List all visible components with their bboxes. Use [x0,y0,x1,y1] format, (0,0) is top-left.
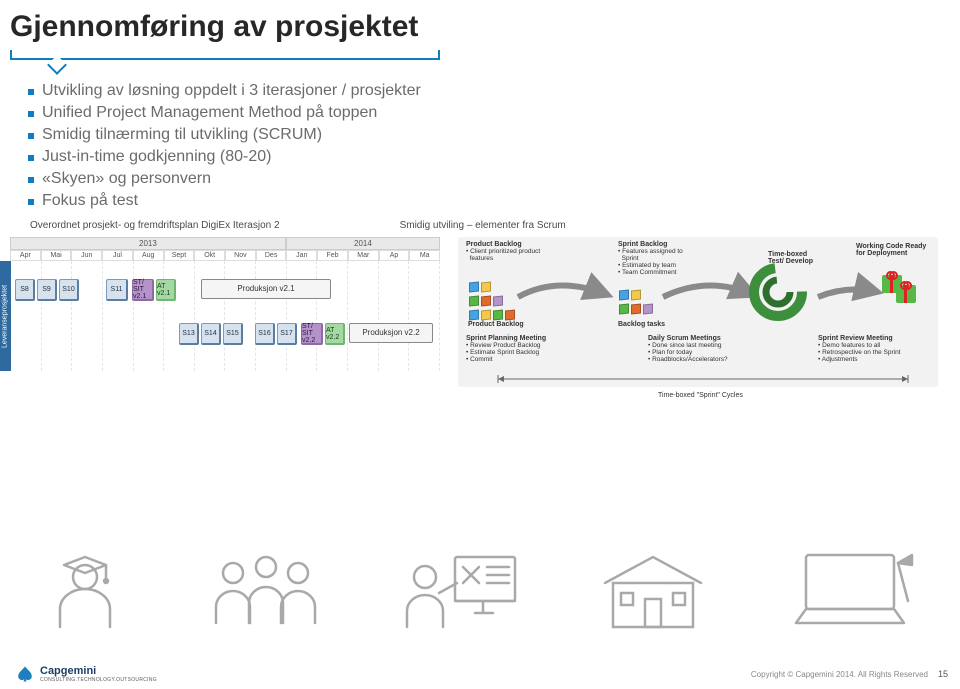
footer-icon-row [40,543,920,633]
page-title: Gjennomføring av prosjektet [0,0,960,44]
planning-line: • Commit [466,356,586,363]
gantt-sprint-box: S9 [37,279,57,301]
gantt-sprint-box: AT v2.2 [325,323,345,345]
gantt-side-label: Leveranseprosjektet [0,261,11,371]
gantt-month: Des [256,250,287,261]
bullet-item: Fokus på test [28,192,960,210]
teacher-icon [395,543,525,633]
caption-right: Smidig utviling – elementer fra Scrum [400,220,566,231]
laptop-icon [780,543,920,633]
gantt-sprint-box: S15 [223,323,243,345]
building-icon [593,543,713,633]
review-line: • Adjustments [818,356,938,363]
gantt-month: Ap [379,250,410,261]
label-product-backlog: Product Backlog [468,321,524,328]
gantt-sprint-box: S16 [255,323,275,345]
copyright: Copyright © Capgemini 2014. All Rights R… [751,670,928,679]
logo-name: Capgemini [40,665,157,677]
label-backlog-tasks: Backlog tasks [618,321,665,328]
gantt-chart: 20132014 AprMaiJunJulAugSeptOktNovDesJan… [10,237,440,371]
logo-tagline: CONSULTING.TECHNOLOGY.OUTSOURCING [40,677,157,683]
gift-icon [882,275,902,293]
daily-line: • Plan for today [648,349,778,356]
gantt-month: Jan [286,250,317,261]
planning-line: • Review Product Backlog [466,342,586,349]
title-bracket [10,50,440,68]
gantt-sprint-box: S11 [106,279,128,301]
gantt-month: Jun [71,250,102,261]
gantt-sprint-box: ST/ SIT v2.1 [132,279,154,301]
gantt-month: Mar [348,250,379,261]
page-number: 15 [938,669,948,679]
gantt-month: Okt [194,250,225,261]
gantt-month: Apr [10,250,41,261]
gantt-year: 2014 [286,237,440,250]
gantt-month-row: AprMaiJunJulAugSeptOktNovDesJanFebMarApM… [10,250,440,261]
gantt-sprint-box: S8 [15,279,35,301]
gantt-sprint-box: AT v2.1 [156,279,176,301]
gantt-sprint-box: S17 [277,323,297,345]
cycle-label: Time-boxed "Sprint" Cycles [658,392,743,399]
gantt-prod-bar: Produksjon v2.1 [201,279,331,299]
group-icon [198,543,328,633]
caption-left: Overordnet prosjekt- og fremdriftsplan D… [30,220,280,231]
bullet-item: Unified Project Management Method på top… [28,104,960,122]
gantt-sprint-box: ST/ SIT v2.2 [301,323,323,345]
scrum-arrows [458,237,938,387]
planning-line: • Estimate Sprint Backlog [466,349,586,356]
gantt-sprint-box: S10 [59,279,79,301]
review-line: • Demo features to all [818,342,938,349]
gantt-sprint-box: S14 [201,323,221,345]
gantt-month: Nov [225,250,256,261]
gantt-sprint-box: S13 [179,323,199,345]
gantt-year-row: 20132014 [10,237,440,250]
logo-spade-icon [16,665,34,683]
bullet-item: «Skyen» og personvern [28,170,960,188]
bullet-item: Smidig tilnærming til utvikling (SCRUM) [28,126,960,144]
planning-title: Sprint Planning Meeting [466,335,586,342]
bullet-list: Utvikling av løsning oppdelt i 3 iterasj… [28,82,960,210]
logo: Capgemini CONSULTING.TECHNOLOGY.OUTSOURC… [16,665,157,683]
gantt-prod-bar: Produksjon v2.2 [349,323,433,343]
gantt-month: Ma [409,250,440,261]
gantt-month: Feb [317,250,348,261]
daily-line: • Done since last meeting [648,342,778,349]
gantt-month: Jul [102,250,133,261]
graduate-icon [40,543,130,633]
gantt-year: 2013 [10,237,286,250]
review-line: • Retrospective on the Sprint [818,349,938,356]
scrum-diagram: Product Backlog • Client prioritized pro… [458,237,938,387]
gantt-month: Sept [164,250,195,261]
daily-line: • Roadblocks/Accelerators? [648,356,778,363]
bullet-item: Just-in-time godkjenning (80-20) [28,148,960,166]
gantt-month: Mai [41,250,72,261]
gantt-month: Aug [133,250,164,261]
review-title: Sprint Review Meeting [818,335,938,342]
bullet-item: Utvikling av løsning oppdelt i 3 iterasj… [28,82,960,100]
daily-title: Daily Scrum Meetings [648,335,778,342]
